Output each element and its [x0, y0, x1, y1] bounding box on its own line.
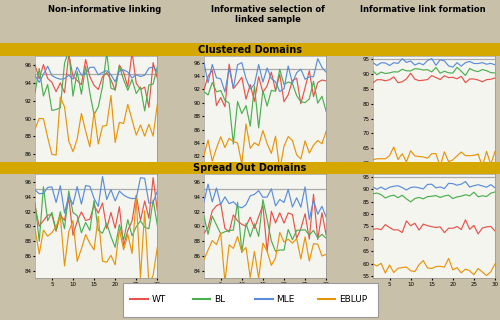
Text: Spread Out Domains: Spread Out Domains [194, 163, 306, 173]
Text: MLE: MLE [276, 295, 295, 304]
Text: Non-informative linking: Non-informative linking [48, 5, 162, 14]
Text: Informative link formation: Informative link formation [360, 5, 486, 14]
Text: WT: WT [152, 295, 166, 304]
Text: BL: BL [214, 295, 225, 304]
Text: Informative selection of
linked sample: Informative selection of linked sample [210, 5, 324, 24]
Text: EBLUP: EBLUP [339, 295, 367, 304]
Text: Clustered Domains: Clustered Domains [198, 44, 302, 55]
